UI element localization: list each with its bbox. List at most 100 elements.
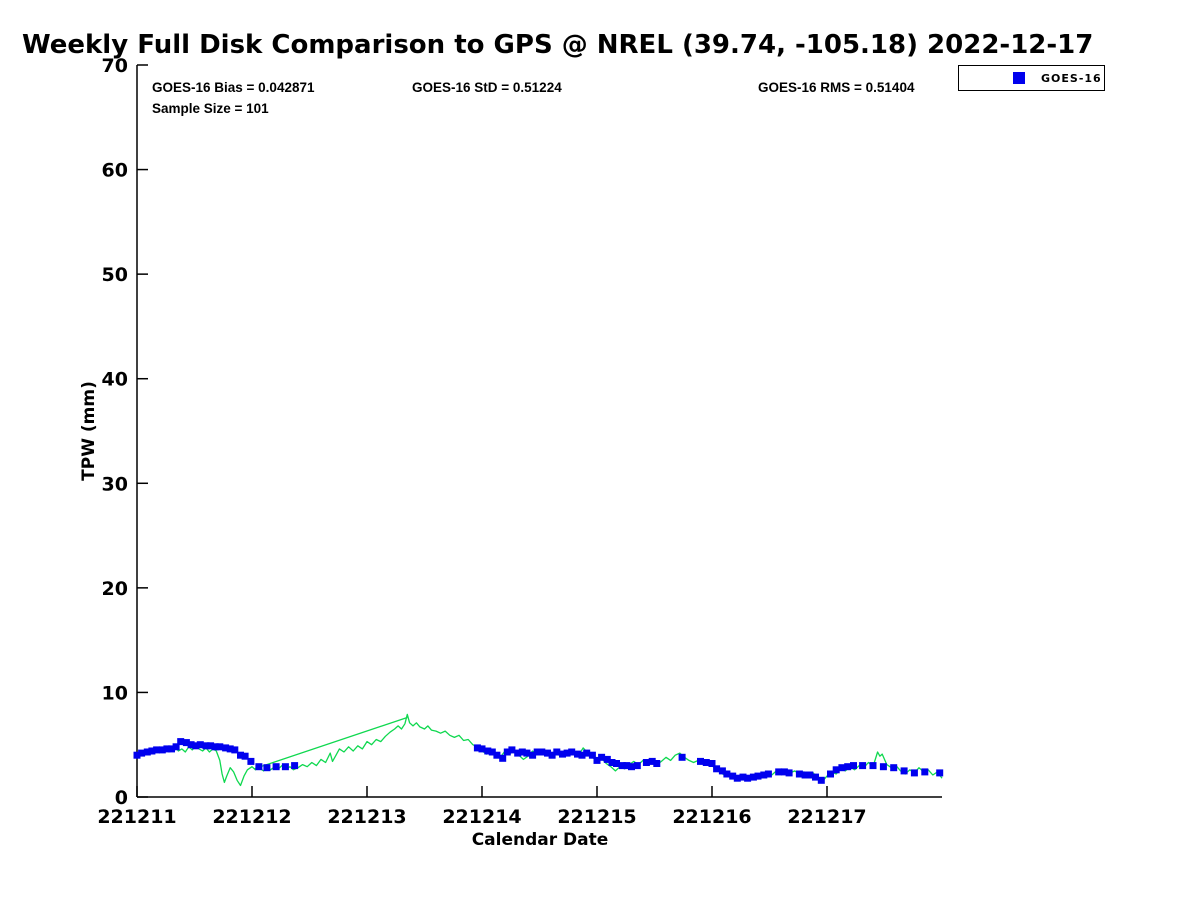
goes16-data-point: [241, 752, 249, 760]
y-tick-label: 60: [102, 160, 128, 182]
stat-bias: GOES-16 Bias = 0.042871: [152, 80, 315, 95]
goes16-data-point: [503, 748, 511, 756]
goes16-data-point: [281, 763, 289, 771]
goes16-data-point: [196, 741, 204, 749]
goes16-data-point: [255, 763, 263, 771]
goes16-data-point: [801, 771, 809, 779]
goes16-data-point: [143, 748, 151, 756]
goes16-data-point: [729, 772, 737, 780]
goes16-data-point: [598, 753, 606, 761]
goes16-data-point: [718, 767, 726, 775]
goes16-data-point: [163, 745, 171, 753]
goes16-data-point: [153, 746, 161, 754]
goes16-data-point: [817, 776, 825, 784]
goes16-data-point: [192, 742, 200, 750]
y-tick-label: 70: [102, 55, 128, 77]
goes16-data-point: [563, 749, 571, 757]
goes16-data-point: [832, 766, 840, 774]
goes16-data-point: [207, 742, 215, 750]
x-tick-label: 221216: [672, 806, 751, 828]
goes16-data-point: [514, 749, 522, 757]
goes16-data-point: [623, 762, 631, 770]
goes16-data-point: [764, 770, 772, 778]
y-tick-label: 40: [102, 369, 128, 391]
legend: GOES-16: [958, 65, 1105, 91]
goes16-data-point: [642, 759, 650, 766]
stat-std: GOES-16 StD = 0.51224: [412, 80, 562, 95]
goes16-data-point: [648, 757, 656, 765]
goes16-data-point: [869, 762, 877, 770]
x-tick-label: 221215: [557, 806, 636, 828]
goes16-data-point: [593, 756, 601, 764]
goes16-data-point: [812, 773, 819, 781]
goes16-data-point: [138, 749, 146, 757]
y-tick-label: 0: [115, 787, 128, 809]
chart-title: Weekly Full Disk Comparison to GPS @ NRE…: [22, 30, 1094, 60]
x-tick-label: 221212: [212, 806, 291, 828]
goes16-data-point: [168, 745, 175, 753]
goes16-data-point: [633, 762, 641, 770]
goes16-data-point: [508, 746, 516, 754]
goes16-data-point: [544, 749, 551, 757]
y-tick-label: 10: [102, 682, 128, 704]
goes16-data-point: [488, 748, 496, 756]
y-tick-label: 30: [102, 473, 128, 495]
goes16-data-point: [795, 770, 803, 778]
goes16-data-point: [678, 753, 686, 761]
goes16-data-point: [775, 768, 783, 776]
y-tick-label: 50: [102, 264, 128, 286]
goes16-square-marker-icon: [1013, 72, 1025, 84]
goes16-data-point: [879, 763, 887, 771]
goes16-data-point: [548, 751, 556, 759]
goes16-data-point: [760, 771, 768, 779]
goes16-data-point: [133, 751, 141, 759]
goes16-data-point: [568, 748, 576, 756]
goes16-data-point: [723, 770, 731, 778]
goes16-data-point: [859, 762, 867, 770]
goes16-data-point: [538, 748, 546, 756]
goes16-data-point: [744, 774, 752, 782]
goes16-data-point: [523, 749, 531, 757]
goes16-data-point: [478, 745, 486, 753]
goes16-data-point: [559, 750, 566, 758]
x-tick-label: 221213: [327, 806, 406, 828]
goes16-data-point: [272, 763, 280, 771]
goes16-data-point: [216, 743, 224, 751]
goes16-data-point: [739, 773, 747, 781]
goes16-data-point: [291, 762, 299, 770]
goes16-data-point: [247, 757, 255, 765]
goes16-data-point: [844, 763, 852, 771]
goes16-data-point: [780, 768, 788, 776]
goes16-data-point: [237, 751, 244, 759]
x-tick-label: 221211: [97, 806, 176, 828]
goes16-data-point: [529, 751, 537, 759]
goes16-data-point: [608, 759, 616, 766]
goes16-data-point: [713, 765, 721, 773]
goes16-data-point: [202, 742, 210, 750]
y-tick-label: 20: [102, 578, 128, 600]
x-tick-label: 221217: [787, 806, 866, 828]
goes16-data-point: [574, 750, 581, 758]
goes16-data-point: [588, 751, 596, 759]
goes16-data-point: [754, 772, 762, 780]
goes16-data-point: [518, 748, 526, 756]
goes16-data-point: [838, 764, 846, 772]
goes16-data-point: [222, 744, 230, 752]
goes16-data-point: [603, 755, 611, 763]
goes16-data-point: [484, 747, 492, 755]
legend-label-goes16: GOES-16: [1041, 71, 1102, 85]
goes16-data-point: [583, 749, 591, 757]
goes16-data-point: [226, 745, 234, 753]
goes16-data-point: [653, 760, 661, 767]
goes16-data-point: [921, 768, 929, 776]
goes16-data-point: [533, 748, 541, 756]
x-axis-label: Calendar Date: [471, 830, 609, 850]
goes16-data-point: [702, 759, 710, 766]
goes16-data-point: [473, 744, 481, 752]
goes16-data-point: [211, 743, 219, 751]
goes16-data-point: [890, 764, 898, 772]
goes16-data-point: [182, 739, 190, 747]
goes16-data-point: [172, 743, 180, 751]
goes16-data-point: [697, 757, 704, 765]
